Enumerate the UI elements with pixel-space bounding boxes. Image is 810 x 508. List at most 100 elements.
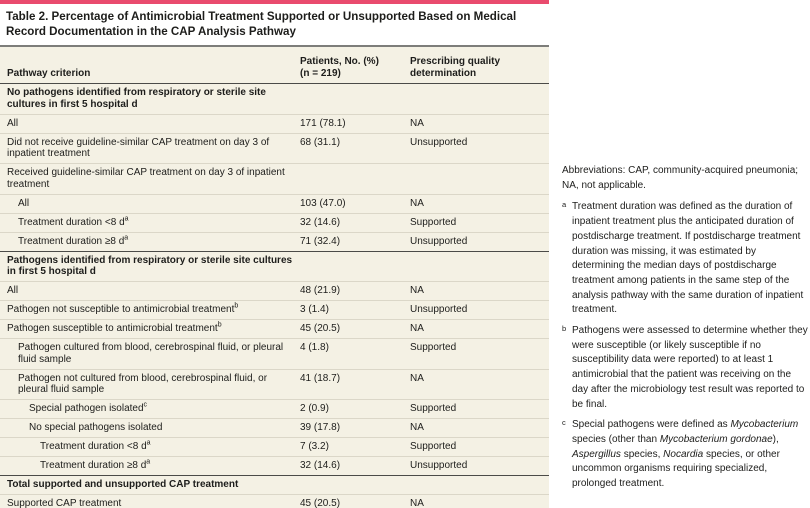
footnote-text: Pathogens were assessed to determine whe… — [572, 325, 808, 410]
quality-value: NA — [410, 197, 424, 209]
quality-value: Unsupported — [410, 136, 468, 148]
quality-value: NA — [410, 498, 424, 508]
patients-value: 32 (14.6) — [300, 216, 341, 228]
row-label: No pathogens identified from respiratory… — [7, 87, 266, 110]
footnote-reference: a — [124, 234, 129, 242]
quality-value: Supported — [410, 216, 457, 228]
row-label: Pathogen cultured from blood, cerebrospi… — [18, 342, 284, 365]
patients-value: 2 (0.9) — [300, 403, 329, 414]
table-title: Table 2. Percentage of Antimicrobial Tre… — [0, 4, 549, 45]
column-header: Prescribing quality determination — [410, 54, 549, 83]
table-row: Pathogen not cultured from blood, cerebr… — [0, 368, 549, 400]
row-label: Treatment duration ≥8 da — [18, 234, 129, 247]
footnote: a Treatment duration was defined as the d… — [562, 200, 809, 318]
column-header-line: Prescribing quality — [410, 56, 501, 67]
patients-value: 3 (1.4) — [300, 304, 329, 315]
quality-value: Unsupported — [410, 460, 468, 471]
table-row: Pathogen cultured from blood, cerebrospi… — [0, 338, 549, 369]
column-header-line: Pathway criterion — [7, 67, 91, 79]
row-label: All — [7, 285, 19, 296]
table-row: Treatment duration <8 da 32 (14.6) Support… — [0, 212, 549, 232]
footnote-text: Special pathogens were defined as Mycoba… — [572, 419, 799, 490]
table-row: Did not receive guideline-similar CAP tr… — [0, 132, 549, 164]
table-row: All 48 (21.9) NA — [0, 281, 549, 300]
table-row: Treatment duration ≥8 da 32 (14.6) Unsuppo… — [0, 456, 549, 475]
quality-value: Supported — [410, 403, 457, 414]
patients-value: 48 (21.9) — [300, 285, 341, 296]
patients-value — [300, 164, 410, 194]
table-row: Pathogen susceptible to antimicrobial tr… — [0, 319, 549, 338]
patients-value: 7 (3.2) — [300, 441, 329, 452]
patients-value — [300, 252, 410, 282]
row-label: Supported CAP treatment — [7, 498, 122, 508]
table-row: Supported CAP treatment 45 (20.5) NA — [0, 494, 549, 508]
quality-value: NA — [410, 285, 424, 296]
row-label: Pathogens identified from respiratory or… — [7, 254, 293, 278]
footnote-marker: b — [562, 324, 567, 334]
quality-value: NA — [410, 117, 424, 129]
row-label: Total supported and unsupported CAP trea… — [7, 479, 239, 490]
patients-value: 41 (18.7) — [300, 372, 341, 384]
row-label: Pathogen susceptible to antimicrobial tr… — [7, 321, 222, 334]
footnote-text: Treatment duration was defined as the du… — [572, 201, 804, 316]
footnotes-panel: Abbreviations: CAP, community-acquired p… — [562, 164, 809, 498]
quality-value — [410, 476, 549, 494]
table-row: All 171 (78.1) NA — [0, 113, 549, 133]
row-label: Did not receive guideline-similar CAP tr… — [7, 136, 270, 160]
row-label: All — [7, 117, 19, 129]
row-label: No special pathogens isolated — [29, 422, 163, 433]
patients-value — [300, 84, 410, 114]
row-label: Received guideline-similar CAP treatment… — [7, 167, 285, 190]
footnote-reference: a — [146, 458, 151, 466]
quality-value: NA — [410, 372, 424, 384]
column-header-line: (n = 219) — [300, 67, 341, 79]
row-label: Treatment duration ≥8 da — [40, 458, 151, 471]
table-row: No special pathogens isolated 39 (17.8) NA — [0, 418, 549, 437]
quality-value: Supported — [410, 342, 457, 353]
footnote-list: a Treatment duration was defined as the d… — [562, 200, 809, 491]
table2-panel: Table 2. Percentage of Antimicrobial Tre… — [0, 0, 549, 508]
quality-value: NA — [410, 422, 424, 433]
patients-value: 71 (32.4) — [300, 235, 341, 247]
patients-value: 171 (78.1) — [300, 117, 346, 129]
quality-value: Unsupported — [410, 235, 468, 247]
table-row: Treatment duration ≥8 da 71 (32.4) Unsuppo… — [0, 231, 549, 251]
footnote: b Pathogens were assessed to determine wh… — [562, 324, 809, 412]
section-row: No pathogens identified from respiratory… — [0, 83, 549, 114]
column-header-line: Patients, No. (%) — [300, 56, 379, 67]
row-label: All — [18, 197, 30, 209]
footnote-reference: b — [217, 321, 222, 329]
footnote-reference: a — [146, 439, 151, 447]
footnote: c Special pathogens were defined as Mycob… — [562, 418, 809, 492]
quality-value: NA — [410, 323, 424, 334]
footnote-reference: b — [234, 302, 239, 310]
table-rows: No pathogens identified from respiratory… — [0, 83, 549, 508]
patients-value: 4 (1.8) — [300, 342, 329, 353]
patients-value — [300, 476, 410, 494]
abbreviations-note: Abbreviations: CAP, community-acquired p… — [562, 165, 799, 191]
patients-value: 45 (20.5) — [300, 323, 341, 334]
column-header-line: determination — [410, 67, 477, 79]
footnote-marker: a — [562, 200, 567, 210]
quality-value — [410, 84, 549, 114]
table-row: Treatment duration <8 da 7 (3.2) Supported — [0, 437, 549, 456]
row-label: Pathogen not cultured from blood, cerebr… — [18, 372, 268, 396]
quality-value — [410, 252, 549, 282]
footnote-marker: c — [562, 418, 566, 428]
section-row: Pathogens identified from respiratory or… — [0, 250, 549, 282]
table-accent-rule — [0, 0, 549, 4]
table-header-row: Pathway criterion Patients, No. (%) (n = 2… — [0, 47, 549, 83]
row-label: Pathogen not susceptible to antimicrobia… — [7, 302, 239, 315]
table-row: Special pathogen isolatedc 2 (0.9) Support… — [0, 399, 549, 418]
patients-value: 45 (20.5) — [300, 498, 341, 508]
footnote-reference: c — [143, 401, 148, 409]
table-body: Pathway criterion Patients, No. (%) (n = 2… — [0, 45, 549, 508]
table-row: Received guideline-similar CAP treatment… — [0, 163, 549, 194]
patients-value: 103 (47.0) — [300, 197, 346, 209]
quality-value: Unsupported — [410, 304, 468, 315]
footnote-reference: a — [124, 215, 129, 223]
patients-value: 68 (31.1) — [300, 136, 341, 148]
quality-value: Supported — [410, 441, 457, 452]
column-header: Patients, No. (%) (n = 219) — [300, 54, 410, 83]
